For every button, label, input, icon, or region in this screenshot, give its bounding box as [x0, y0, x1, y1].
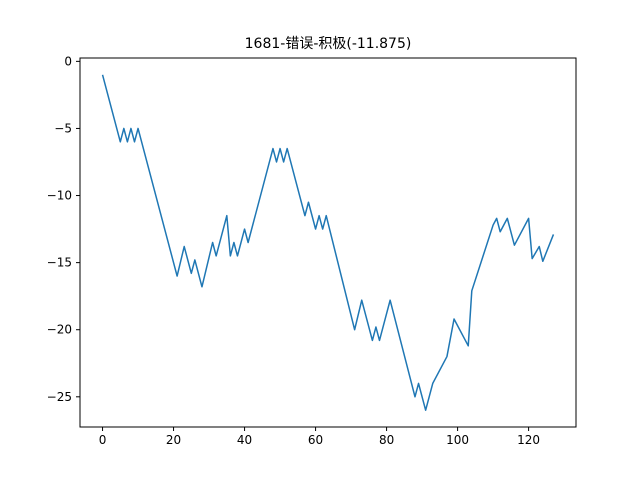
x-tick-label: 120: [517, 433, 540, 447]
y-tick-label: −15: [47, 256, 72, 270]
y-tick-label: −20: [47, 323, 72, 337]
x-tick-label: 60: [308, 433, 323, 447]
y-tick-label: −5: [54, 121, 72, 135]
x-tick-label: 0: [99, 433, 107, 447]
y-tick-label: 0: [64, 54, 72, 68]
x-tick-label: 80: [379, 433, 394, 447]
x-tick-label: 20: [166, 433, 181, 447]
x-tick-label: 100: [446, 433, 469, 447]
x-tick-label: 40: [237, 433, 252, 447]
y-tick-label: −25: [47, 390, 72, 404]
y-tick-label: −10: [47, 189, 72, 203]
chart-title: 1681-错误-积极(-11.875): [245, 36, 412, 52]
